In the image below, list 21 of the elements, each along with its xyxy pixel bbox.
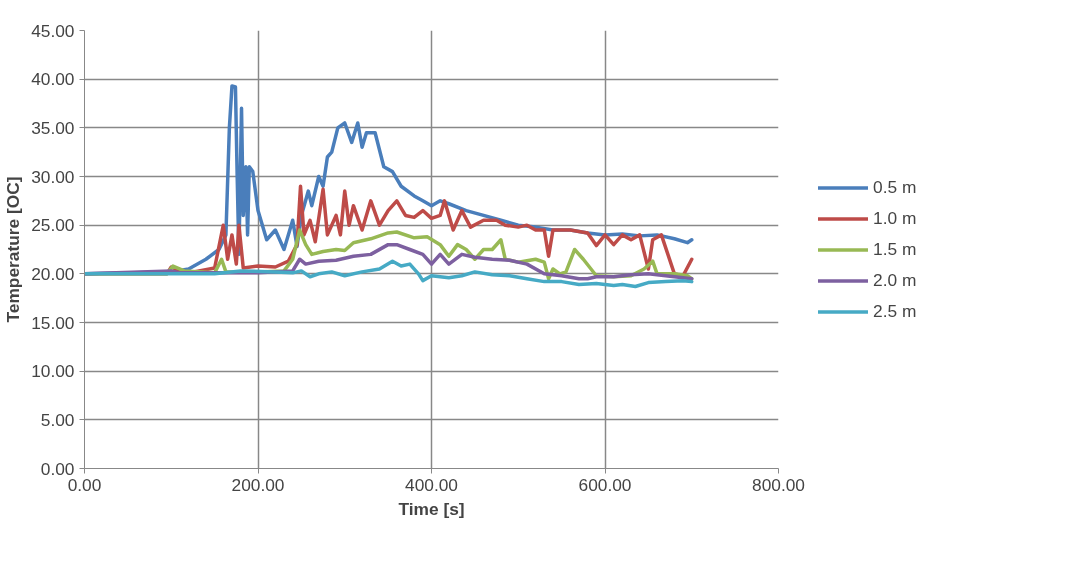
y-tick-label: 10.00 xyxy=(31,361,75,382)
y-tick-label: 35.00 xyxy=(31,117,75,138)
y-tick-label: 45.00 xyxy=(31,20,75,41)
y-tick-label: 25.00 xyxy=(31,215,75,236)
y-tick-label: 30.00 xyxy=(31,166,75,187)
x-axis-title: Time [s] xyxy=(398,498,465,519)
x-tick-label: 200.00 xyxy=(231,474,285,495)
x-tick-label: 600.00 xyxy=(578,474,632,495)
y-tick-label: 40.00 xyxy=(31,69,75,90)
legend-label: 1.5 m xyxy=(873,238,917,260)
y-axis-title: Temperature [OC] xyxy=(3,176,24,323)
y-tick-label: 5.00 xyxy=(40,409,75,430)
y-tick-label: 15.00 xyxy=(31,312,75,333)
legend-label: 1.0 m xyxy=(873,207,917,229)
legend-label: 2.5 m xyxy=(873,300,917,322)
legend-label: 2.0 m xyxy=(873,269,917,291)
legend-label: 0.5 m xyxy=(873,176,917,198)
line-series xyxy=(84,259,694,289)
y-tick-label: 20.00 xyxy=(31,263,75,284)
x-tick-label: 400.00 xyxy=(405,474,458,495)
x-tick-label: 800.00 xyxy=(752,474,805,495)
